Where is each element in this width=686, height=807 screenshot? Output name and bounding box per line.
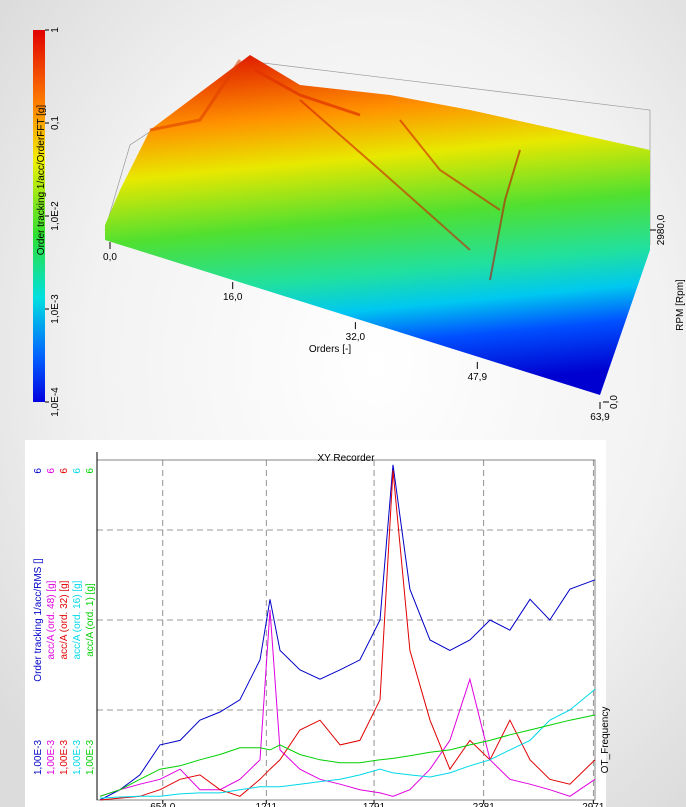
y-tick-label: 6 (33, 468, 44, 474)
x-tick-label: 63,9 (590, 412, 610, 423)
ridge (399, 119, 501, 211)
legend-entry: acc/A (ord. 1) [g] (85, 583, 96, 657)
legend-entry: acc/A (ord. 48) [g] (46, 580, 57, 659)
y-tick-label: 6 (85, 468, 96, 474)
y-tick-label: 2980,0 (656, 214, 667, 245)
ridge (254, 68, 361, 117)
legend-entry: Order tracking 1/acc/RMS [] (33, 558, 44, 682)
x-tick-label: 2971 (582, 802, 605, 807)
x-axis-label: Orders [-] (309, 344, 351, 355)
y-tick-label: 0,0 (609, 395, 620, 409)
series-line (99, 688, 596, 799)
y-tick-label: 6 (72, 468, 83, 474)
colorbar-tick-label: 1 (50, 27, 61, 33)
chart-title: XY Recorder (317, 453, 375, 464)
x-tick-label: 47,9 (468, 372, 488, 383)
y-tick-label: 1,00E-3 (33, 740, 44, 775)
x-tick-label: 2381 (473, 802, 496, 807)
legend-entry: acc/A (ord. 32) [g] (59, 580, 70, 659)
colorbar-tick-label: 1,0E-4 (50, 387, 61, 417)
x-tick-label: 16,0 (223, 292, 243, 303)
y-tick-label: 1,00E-3 (59, 740, 70, 775)
series-line (99, 470, 596, 801)
y-tick-label: 1,00E-3 (72, 740, 83, 775)
y-axis-label: RPM [Rpm] (675, 279, 686, 331)
y-tick-label: 1,00E-3 (46, 740, 57, 775)
ridge (149, 59, 242, 132)
ridge (299, 99, 471, 251)
x-tick-label: 32,0 (346, 332, 366, 343)
colorbar-tick-label: 1,0E-2 (50, 201, 61, 231)
colorbar-label: Order tracking 1/acc/OrderFFT [g] (36, 105, 47, 256)
x-axis-label: OT_Frequency (600, 707, 611, 774)
recorder-panel (25, 440, 606, 807)
series-line (99, 714, 596, 797)
colorbar-tick-label: 0,1 (50, 116, 61, 130)
x-tick-label: 1791 (363, 802, 386, 807)
legend-entry: acc/A (ord. 16) [g] (72, 580, 83, 659)
y-tick-label: 6 (46, 468, 57, 474)
x-tick-label: 1211 (256, 802, 278, 807)
ridge (489, 149, 521, 281)
waterfall-3d: Order tracking 1/acc/OrderFFT [g] Orders… (33, 27, 686, 423)
x-tick-label: 0,0 (103, 252, 117, 263)
colorbar-tick-label: 1,0E-3 (50, 294, 61, 324)
surface (105, 55, 650, 395)
series-line (99, 609, 596, 797)
x-tick-label: 654,0 (150, 802, 175, 807)
y-tick-label: 1,00E-3 (85, 740, 96, 775)
y-tick-label: 6 (59, 468, 70, 474)
colorbar (33, 30, 45, 402)
series-line (99, 464, 596, 801)
